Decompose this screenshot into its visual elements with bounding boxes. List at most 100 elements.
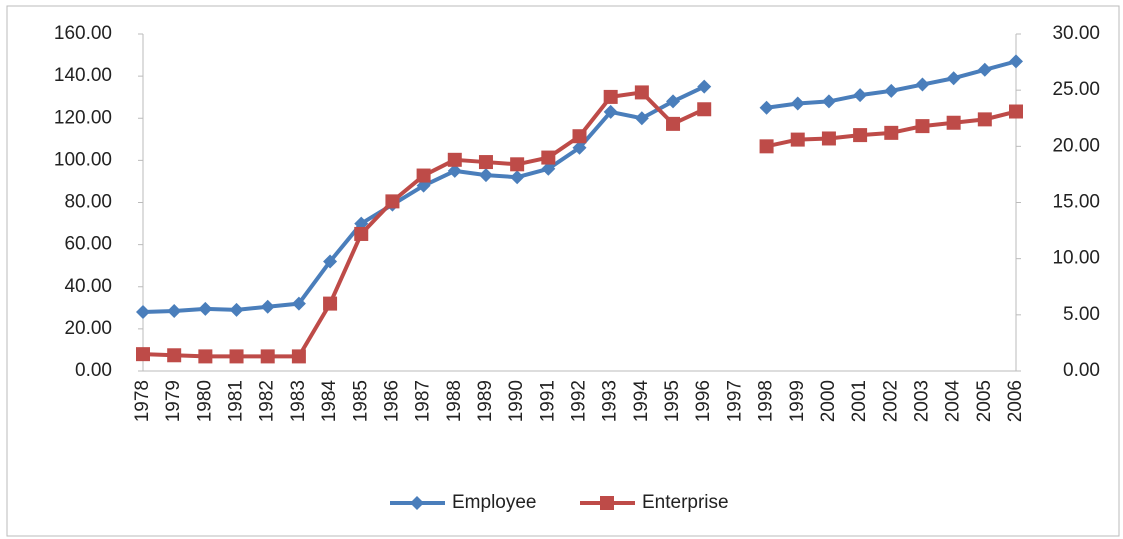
marker (354, 226, 369, 241)
marker (946, 115, 961, 130)
x-tick-label: 1998 (756, 380, 777, 422)
marker (229, 302, 244, 317)
x-tick-label: 1981 (226, 380, 247, 422)
marker (167, 348, 182, 363)
marker (478, 168, 493, 183)
x-tick-label: 1979 (163, 380, 184, 422)
marker (478, 155, 493, 170)
marker (198, 301, 213, 316)
marker (541, 161, 556, 176)
x-tick-label: 2003 (911, 380, 932, 422)
x-tick-label: 1995 (662, 380, 683, 422)
x-tick-label: 2002 (880, 380, 901, 422)
marker (291, 349, 306, 364)
x-tick-label: 1993 (600, 380, 621, 422)
y-tick-label: 160.00 (54, 23, 112, 44)
marker (666, 94, 681, 109)
marker (447, 163, 462, 178)
marker (136, 305, 150, 320)
marker (260, 349, 275, 364)
x-tick-label: 1984 (319, 380, 340, 423)
x-tick-label: 1982 (257, 380, 278, 422)
legend-label: Employee (452, 492, 537, 513)
legend-label: Enterprise (642, 492, 729, 513)
marker (853, 128, 868, 143)
marker (884, 83, 899, 98)
x-tick-label: 1987 (413, 380, 434, 422)
x-tick-label: 2005 (974, 380, 995, 422)
marker (572, 129, 587, 144)
marker (634, 85, 649, 100)
y-tick-label: 20.00 (64, 318, 112, 339)
marker (510, 170, 525, 185)
y2-tick-label: 0.00 (1063, 360, 1100, 381)
marker (697, 79, 712, 94)
y-tick-label: 120.00 (54, 107, 112, 128)
marker (323, 296, 338, 311)
series-line (142, 59, 1017, 315)
y-tick-label: 140.00 (54, 65, 112, 86)
x-tick-label: 1988 (444, 380, 465, 422)
marker (291, 296, 306, 311)
y-tick-label: 80.00 (64, 192, 112, 213)
marker (167, 303, 182, 318)
x-tick-label: 1991 (537, 380, 558, 422)
marker (915, 119, 930, 134)
marker (790, 96, 805, 111)
marker (977, 112, 992, 127)
x-tick-label: 1992 (569, 380, 590, 422)
x-tick-label: 1999 (787, 380, 808, 422)
marker (853, 88, 868, 103)
x-tick-label: 1985 (350, 380, 371, 422)
marker (323, 254, 338, 269)
marker (1009, 104, 1023, 119)
legend-marker (410, 496, 424, 510)
x-tick-label: 2000 (818, 380, 839, 422)
marker (541, 150, 556, 165)
x-tick-label: 2006 (1005, 380, 1026, 422)
marker (136, 347, 150, 362)
marker (790, 132, 805, 147)
marker (603, 104, 618, 119)
marker (946, 71, 961, 86)
marker (634, 111, 649, 126)
marker (666, 116, 681, 131)
marker (1009, 54, 1023, 69)
marker (447, 152, 462, 167)
x-tick-label: 2004 (943, 380, 964, 423)
y2-tick-label: 30.00 (1052, 23, 1100, 44)
x-tick-label: 1983 (288, 380, 309, 422)
x-tick-label: 1994 (631, 380, 652, 423)
marker (510, 157, 525, 172)
marker (759, 100, 774, 115)
y2-tick-label: 10.00 (1052, 248, 1100, 269)
x-tick-label: 1997 (724, 380, 745, 422)
y2-tick-label: 15.00 (1052, 192, 1100, 213)
chart-border (6, 5, 1120, 537)
x-tick-label: 1978 (132, 380, 153, 422)
marker (697, 102, 712, 117)
marker (884, 125, 899, 140)
marker (821, 94, 836, 109)
y2-tick-label: 25.00 (1052, 79, 1100, 100)
marker (260, 299, 275, 314)
x-tick-label: 1990 (506, 380, 527, 422)
x-tick-label: 1996 (693, 380, 714, 422)
x-tick-label: 1989 (475, 380, 496, 422)
marker (977, 62, 992, 77)
y2-tick-label: 5.00 (1063, 304, 1100, 325)
marker (603, 89, 618, 104)
y2-tick-label: 20.00 (1052, 135, 1100, 156)
x-tick-label: 2001 (849, 380, 870, 422)
marker (759, 139, 774, 154)
x-tick-label: 1986 (381, 380, 402, 422)
marker (416, 168, 431, 183)
y-tick-label: 0.00 (75, 360, 112, 381)
marker (572, 140, 587, 155)
marker (915, 77, 930, 92)
marker (821, 131, 836, 146)
marker (229, 349, 244, 364)
marker (198, 349, 213, 364)
marker (385, 194, 400, 209)
